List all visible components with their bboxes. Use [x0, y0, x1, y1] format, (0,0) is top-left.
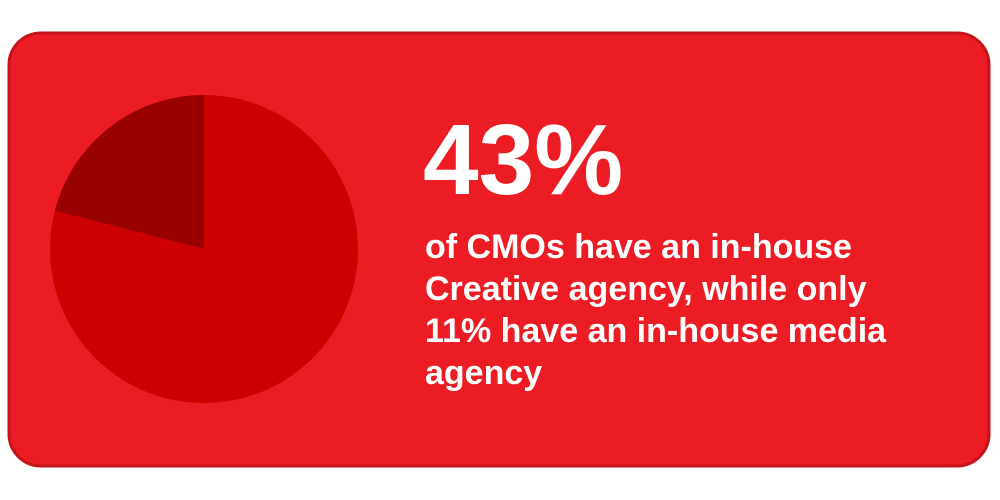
description-line: agency	[425, 354, 542, 392]
pie-slice	[54, 94, 204, 249]
pie-slice	[49, 95, 358, 403]
description-line: 11% have an in-house media	[425, 312, 887, 350]
description-line: of CMOs have an in-house	[425, 228, 852, 266]
description: of CMOs have an in-house Creative agency,…	[425, 228, 887, 392]
pie-chart	[49, 94, 358, 403]
description-line: Creative agency, while only	[425, 270, 867, 308]
headline: 43%	[423, 104, 623, 216]
